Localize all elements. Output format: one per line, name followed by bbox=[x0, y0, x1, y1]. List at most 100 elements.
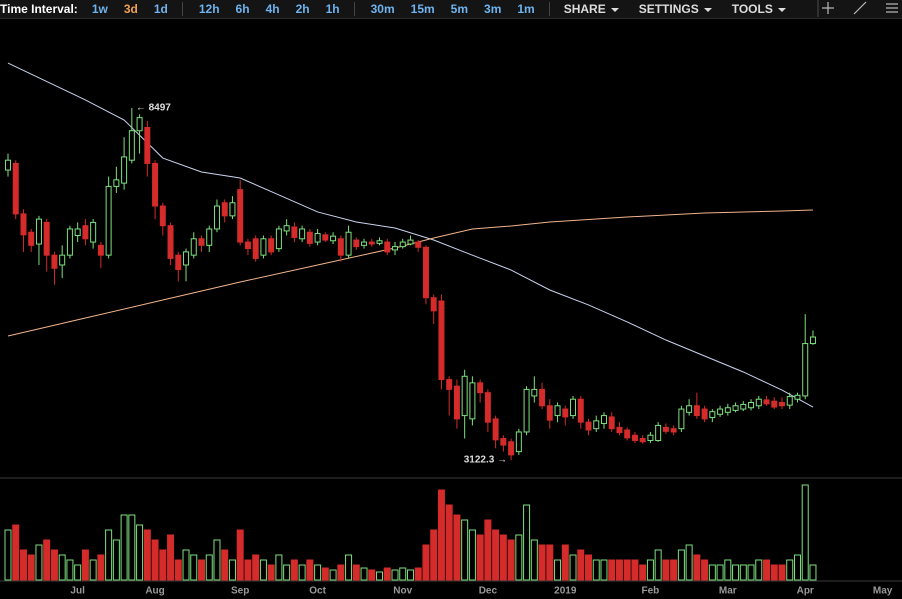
volume-bar bbox=[321, 567, 329, 581]
candle-body bbox=[670, 428, 677, 433]
candle-body bbox=[376, 240, 383, 244]
candle-body bbox=[167, 225, 174, 259]
volume-bar bbox=[701, 559, 709, 581]
volume-bar bbox=[66, 559, 74, 581]
candle-body bbox=[252, 238, 259, 259]
candle-body bbox=[748, 401, 755, 409]
volume-bar bbox=[120, 514, 128, 581]
candle-body bbox=[175, 254, 182, 271]
candle-body bbox=[198, 238, 205, 246]
volume-bar bbox=[755, 559, 763, 581]
candle-body bbox=[105, 185, 112, 256]
volume-bar bbox=[515, 534, 523, 581]
interval-group: 1w 3d 1d bbox=[84, 2, 183, 16]
candle-body bbox=[90, 221, 97, 243]
volume-bar bbox=[577, 549, 585, 581]
candle-body bbox=[353, 239, 360, 248]
toolbar-icons[interactable] bbox=[817, 0, 898, 17]
volume-bar bbox=[391, 569, 399, 581]
candle-body bbox=[152, 162, 159, 207]
volume-bar bbox=[298, 564, 306, 581]
volume-bar bbox=[685, 544, 693, 581]
candle-body bbox=[554, 405, 561, 417]
candle-body bbox=[221, 202, 228, 217]
volume-bar bbox=[182, 549, 190, 581]
menu-button[interactable]: SHARE bbox=[564, 2, 619, 16]
candle-body bbox=[113, 179, 120, 187]
candle-body bbox=[508, 441, 515, 456]
interval-button[interactable]: 5m bbox=[450, 2, 469, 16]
candle-body bbox=[701, 408, 708, 420]
toolbar-label: Time Interval: bbox=[0, 2, 78, 16]
candle-body bbox=[786, 396, 793, 406]
candle-body bbox=[779, 401, 785, 407]
volume-bar bbox=[74, 564, 82, 581]
candle-body bbox=[237, 189, 244, 243]
candle-body bbox=[763, 399, 770, 405]
candle-body bbox=[562, 408, 569, 418]
volume-bar bbox=[314, 564, 322, 581]
volume-bar bbox=[662, 559, 670, 581]
candle-body bbox=[43, 221, 50, 256]
candle-body bbox=[337, 238, 344, 256]
volume-bar bbox=[468, 529, 476, 581]
menu-button[interactable]: SETTINGS bbox=[639, 2, 712, 16]
volume-bar bbox=[89, 559, 97, 581]
candle-body bbox=[59, 254, 66, 266]
volume-bar bbox=[786, 559, 794, 581]
candle-body bbox=[260, 238, 267, 256]
interval-button[interactable]: 4h bbox=[265, 2, 280, 16]
interval-button[interactable]: 3d bbox=[123, 2, 138, 16]
candle-body bbox=[384, 241, 391, 253]
volume-bar bbox=[546, 544, 554, 581]
candle-body bbox=[213, 205, 220, 230]
volume-bar bbox=[623, 559, 631, 581]
candle-body bbox=[740, 403, 747, 410]
volume-bar bbox=[360, 567, 368, 581]
candle-body bbox=[477, 382, 484, 394]
volume-bar bbox=[105, 529, 113, 581]
volume-bar bbox=[275, 554, 283, 581]
interval-button[interactable]: 6h bbox=[235, 2, 250, 16]
volume-bar bbox=[530, 539, 538, 581]
candle-body bbox=[484, 392, 491, 423]
volume-bar bbox=[151, 539, 159, 581]
moving-average bbox=[7, 62, 814, 408]
x-tick-label: Oct bbox=[309, 586, 326, 597]
toolbar: Time Interval: 1w 3d 1d 12h 6h 4h 2h 1h 30m 15m 5m… bbox=[0, 0, 902, 19]
volume-bar bbox=[50, 549, 58, 581]
x-tick-label: Feb bbox=[642, 586, 660, 597]
candle-body bbox=[422, 246, 429, 299]
volume-bar bbox=[639, 564, 647, 581]
interval-button[interactable]: 1w bbox=[91, 2, 108, 16]
candle-body bbox=[368, 241, 375, 245]
volume-bar bbox=[376, 571, 384, 581]
volume-bar bbox=[58, 554, 66, 581]
candle-body bbox=[546, 405, 553, 421]
volume-bar bbox=[345, 554, 353, 581]
menu-button[interactable]: TOOLS bbox=[732, 2, 786, 16]
interval-button[interactable]: 30m bbox=[370, 2, 395, 16]
volume-bar bbox=[615, 559, 623, 581]
candle-body bbox=[809, 336, 816, 345]
interval-button[interactable]: 1h bbox=[325, 2, 340, 16]
volume-bar bbox=[143, 529, 151, 581]
interval-button[interactable]: 15m bbox=[410, 2, 435, 16]
candle-body bbox=[593, 420, 600, 430]
candle-body bbox=[600, 415, 607, 424]
candle-body bbox=[128, 130, 135, 161]
volume-bar bbox=[368, 569, 376, 581]
interval-button[interactable]: 1m bbox=[517, 2, 535, 16]
interval-button[interactable]: 1d bbox=[153, 2, 168, 16]
interval-button[interactable]: 2h bbox=[295, 2, 310, 16]
candle-body bbox=[446, 379, 453, 390]
candle-body bbox=[330, 235, 337, 242]
candle-body bbox=[709, 411, 716, 419]
volume-bar bbox=[228, 559, 236, 581]
interval-group: 30m 15m 5m 3m 1m bbox=[363, 2, 550, 16]
volume-bar bbox=[670, 559, 678, 581]
interval-button[interactable]: 3m bbox=[484, 2, 502, 16]
candle-body bbox=[515, 431, 522, 453]
interval-button[interactable]: 12h bbox=[198, 2, 220, 16]
candle-body bbox=[539, 388, 546, 407]
